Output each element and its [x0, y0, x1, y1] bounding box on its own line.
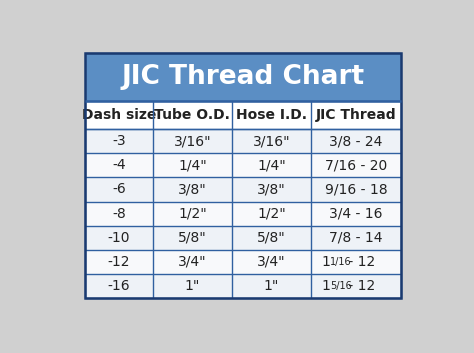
Text: 1/2": 1/2" [257, 207, 286, 221]
Text: 5/8": 5/8" [178, 231, 207, 245]
Bar [85, 53, 401, 298]
Text: 3/16": 3/16" [253, 134, 290, 148]
Text: 1: 1 [322, 279, 335, 293]
Text: 1/2": 1/2" [178, 207, 207, 221]
Bar [85, 53, 401, 101]
Bar [232, 154, 311, 178]
Bar [85, 154, 153, 178]
Bar [311, 101, 401, 129]
Text: 1/16: 1/16 [330, 257, 352, 267]
Text: 3/8 - 24: 3/8 - 24 [329, 134, 383, 148]
Bar [232, 129, 311, 154]
Text: 1/4": 1/4" [178, 158, 207, 172]
Text: -16: -16 [108, 279, 130, 293]
Bar [153, 129, 232, 154]
Text: - 12: - 12 [344, 255, 375, 269]
Text: -10: -10 [108, 231, 130, 245]
Text: 3/4": 3/4" [257, 255, 286, 269]
Bar [232, 202, 311, 226]
Text: - 12: - 12 [344, 279, 375, 293]
Bar [153, 101, 232, 129]
Text: 3/8": 3/8" [257, 183, 286, 197]
Text: JIC Thread: JIC Thread [316, 108, 396, 122]
Bar [153, 274, 232, 298]
Bar [153, 250, 232, 274]
Bar [85, 129, 153, 154]
Bar [85, 178, 153, 202]
Text: -6: -6 [112, 183, 126, 197]
Bar [232, 178, 311, 202]
Text: 5/16: 5/16 [330, 281, 352, 291]
Bar [85, 226, 153, 250]
Text: -8: -8 [112, 207, 126, 221]
Text: 3/4": 3/4" [178, 255, 207, 269]
Bar [232, 274, 311, 298]
Text: 3/4 - 16: 3/4 - 16 [329, 207, 383, 221]
Text: Hose I.D.: Hose I.D. [236, 108, 307, 122]
Text: 1": 1" [264, 279, 279, 293]
Bar [85, 250, 153, 274]
Text: 1/4": 1/4" [257, 158, 286, 172]
Bar [311, 274, 401, 298]
Text: 7/8 - 14: 7/8 - 14 [329, 231, 383, 245]
Bar [311, 250, 401, 274]
Text: -12: -12 [108, 255, 130, 269]
Bar [85, 53, 401, 298]
Text: 1: 1 [322, 255, 335, 269]
Bar [311, 154, 401, 178]
Bar [153, 202, 232, 226]
Text: 3/8": 3/8" [178, 183, 207, 197]
Text: -3: -3 [112, 134, 126, 148]
Bar [311, 129, 401, 154]
Bar [85, 101, 153, 129]
Text: 5/8": 5/8" [257, 231, 286, 245]
Bar [311, 178, 401, 202]
Text: -4: -4 [112, 158, 126, 172]
Bar [153, 178, 232, 202]
Text: 7/16 - 20: 7/16 - 20 [325, 158, 387, 172]
Bar [153, 226, 232, 250]
Text: 9/16 - 18: 9/16 - 18 [325, 183, 387, 197]
Bar [311, 226, 401, 250]
Bar [85, 274, 153, 298]
Bar [232, 226, 311, 250]
Bar [232, 101, 311, 129]
Bar [311, 202, 401, 226]
Bar [85, 202, 153, 226]
Text: 3/16": 3/16" [173, 134, 211, 148]
Text: JIC Thread Chart: JIC Thread Chart [121, 64, 365, 90]
Bar [153, 154, 232, 178]
Text: 1": 1" [185, 279, 200, 293]
Bar [232, 250, 311, 274]
Text: Tube O.D.: Tube O.D. [155, 108, 230, 122]
Text: Dash size: Dash size [82, 108, 156, 122]
